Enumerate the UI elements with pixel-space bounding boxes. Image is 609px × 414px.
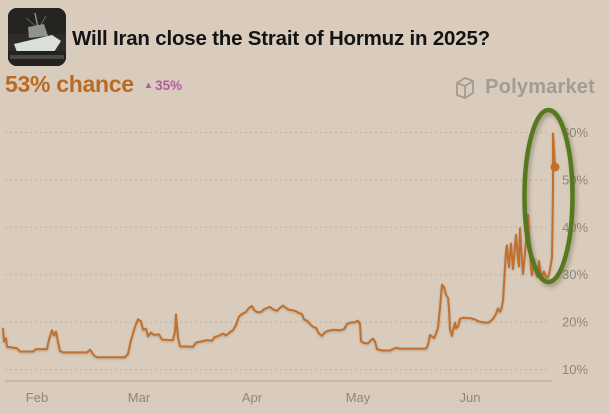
market-title: Will Iran close the Strait of Hormuz in … — [72, 27, 490, 50]
svg-text:Jun: Jun — [460, 390, 481, 405]
svg-text:Feb: Feb — [26, 390, 48, 405]
warship-photo-icon — [8, 8, 66, 66]
svg-text:Apr: Apr — [242, 390, 263, 405]
svg-text:40%: 40% — [562, 220, 588, 235]
svg-text:Mar: Mar — [128, 390, 151, 405]
chance-row: 53% chance ▲ 35% — [5, 71, 182, 98]
x-axis-labels: Feb Mar Apr May Jun — [26, 390, 481, 405]
brand-wordmark: Polymarket — [485, 76, 595, 98]
polymarket-logo-icon — [456, 76, 475, 99]
up-arrow-icon: ▲ — [143, 79, 154, 91]
svg-text:May: May — [346, 390, 371, 405]
polymarket-brand[interactable]: Polymarket — [452, 74, 595, 101]
change-value: 35% — [155, 78, 183, 93]
chance-value: 53% chance — [5, 71, 134, 97]
market-thumbnail[interactable] — [8, 8, 66, 66]
svg-text:60%: 60% — [562, 125, 588, 140]
svg-text:30%: 30% — [562, 267, 588, 282]
svg-text:20%: 20% — [562, 315, 588, 330]
change-badge: ▲ 35% — [144, 78, 182, 93]
price-line — [2, 132, 556, 359]
svg-text:10%: 10% — [562, 362, 588, 377]
current-price-dot — [550, 162, 560, 172]
y-axis-labels: 60% 50% 40% 30% 20% 10% — [562, 125, 588, 377]
svg-text:50%: 50% — [562, 172, 588, 187]
highlight-ellipse-annotation — [522, 107, 575, 285]
gridlines — [5, 132, 550, 370]
